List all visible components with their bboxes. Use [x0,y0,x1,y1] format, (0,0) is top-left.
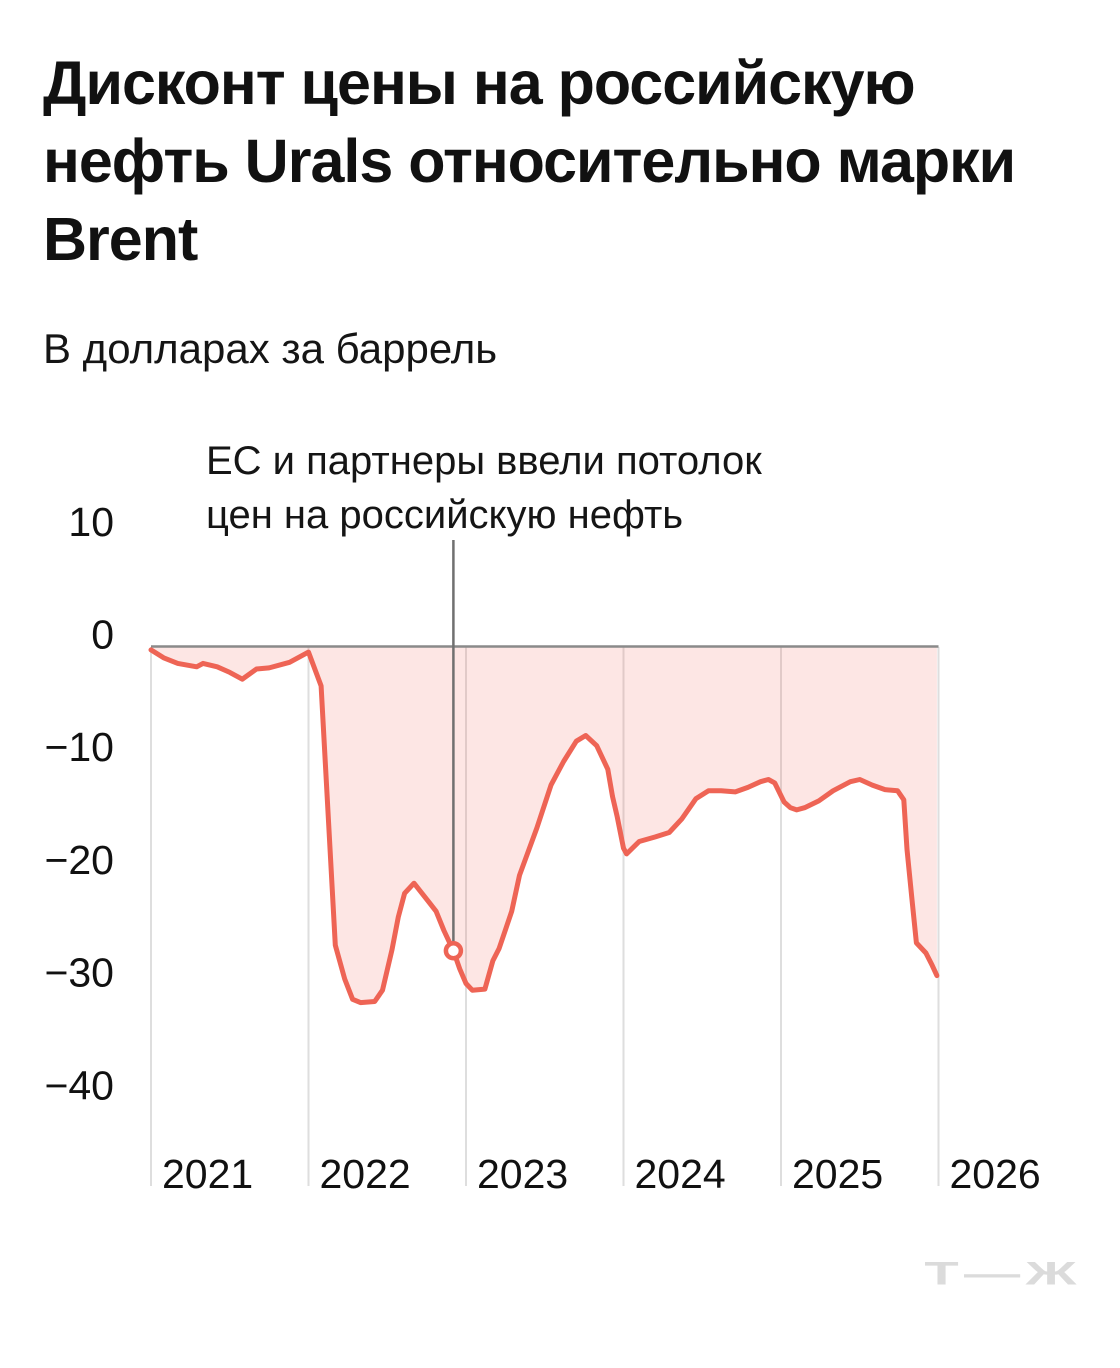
annotation-text-line2: цен на российскую нефть [206,493,684,537]
y-axis-label: −10 [44,724,114,770]
series-line [148,647,940,1006]
x-axis-label: 2022 [320,1151,411,1197]
x-axis-label: 2026 [950,1151,1041,1197]
series-area [151,646,937,1003]
x-axis-label: 2021 [162,1151,253,1197]
event-marker-circle [443,941,464,961]
page-title: Дисконт цены на российскую нефть Urals о… [43,49,1016,273]
y-axis-label: −30 [44,950,114,996]
x-axis-label: 2023 [477,1151,568,1197]
y-axis-label: 10 [68,499,114,545]
x-axis-label: 2025 [792,1151,883,1197]
annotation-text: ЕС и партнеры ввели потолок цен на росси… [206,434,762,542]
x-axis-label: 2024 [635,1151,726,1197]
chart-subtitle: В долларах за баррель [43,325,498,372]
y-axis-label: 0 [91,612,114,658]
annotation-text-line1: ЕС и партнеры ввели потолок [206,439,762,483]
y-axis-label: −20 [44,837,114,883]
tj-logo: Т—Ж [924,1256,1082,1292]
y-axis-label: −40 [44,1062,114,1108]
